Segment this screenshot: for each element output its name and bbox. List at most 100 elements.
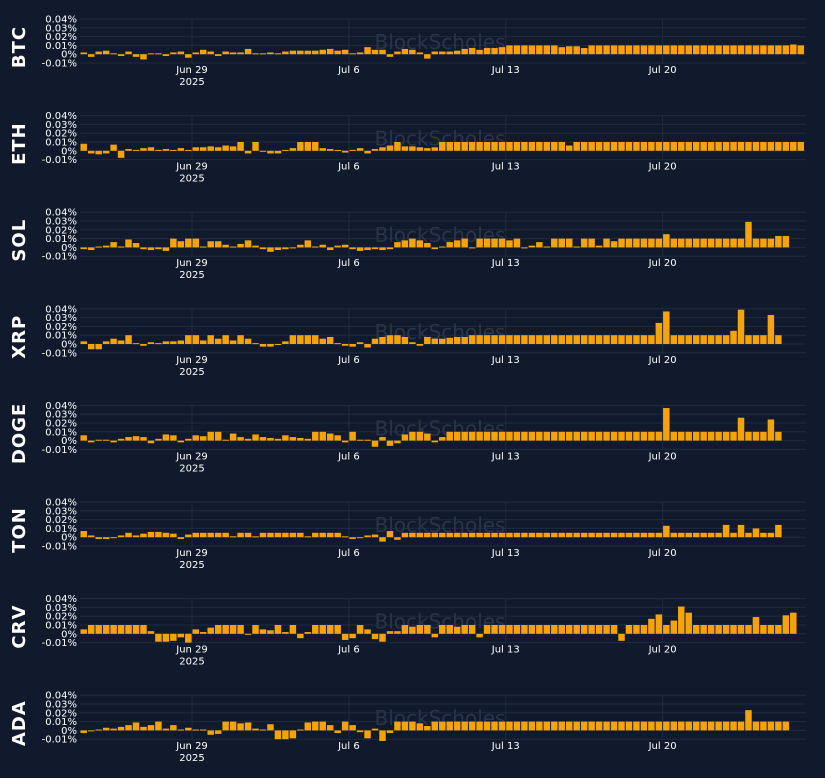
xrp-bar	[498, 335, 506, 344]
doge-x-tick-label: Jul 20	[648, 451, 677, 462]
xrp-bar	[536, 335, 543, 344]
sol-bar	[760, 238, 767, 248]
btc-bar	[678, 45, 685, 55]
ton-bar	[185, 534, 192, 538]
sol-bar	[573, 246, 580, 248]
btc-bar	[491, 48, 498, 55]
ada-panel-label: ADA	[9, 700, 30, 746]
ada-bar	[745, 710, 752, 731]
btc-bar	[685, 45, 692, 55]
doge-bar	[483, 431, 491, 441]
doge-bar	[364, 439, 371, 441]
eth-bar	[394, 142, 401, 151]
ada-bar	[192, 729, 200, 731]
doge-bar	[349, 431, 356, 441]
ada-bar	[431, 721, 439, 731]
sol-x-tick-label: Jun 29	[175, 258, 208, 269]
crv-bar	[409, 626, 416, 634]
ton-bar	[513, 532, 521, 538]
btc-bar	[648, 45, 655, 55]
eth-bar	[543, 142, 551, 151]
eth-y-tick-label: 0.03%	[45, 120, 77, 131]
ton-bar	[625, 532, 633, 538]
ton-bar	[670, 532, 678, 538]
sol-bar	[312, 246, 319, 248]
eth-bar	[565, 145, 573, 151]
ada-bar	[498, 721, 506, 731]
crv-panel-label: CRV	[9, 605, 30, 649]
sol-bar	[297, 244, 304, 248]
crv-bar	[244, 633, 252, 635]
sol-bar	[207, 241, 214, 248]
crv-bar	[125, 625, 132, 634]
xrp-bar	[468, 335, 476, 344]
xrp-bar	[506, 335, 513, 344]
ton-bar	[386, 531, 394, 538]
ada-bar	[170, 725, 177, 731]
sol-bar	[528, 245, 536, 248]
btc-bar	[715, 45, 722, 55]
btc-bar	[782, 45, 790, 55]
xrp-bar	[401, 336, 409, 344]
crv-bar	[707, 625, 715, 634]
xrp-bar	[446, 337, 453, 344]
btc-bar	[237, 52, 244, 55]
crv-bar	[580, 625, 588, 634]
doge-bar	[476, 431, 483, 441]
xrp-x-tick-label: Jul 20	[648, 355, 677, 366]
btc-bar	[573, 46, 580, 55]
sol-bar	[737, 238, 745, 248]
xrp-bar	[297, 335, 304, 344]
doge-bar	[80, 435, 87, 441]
xrp-bar	[289, 335, 297, 344]
doge-bar	[394, 440, 401, 444]
ton-bar	[745, 532, 752, 538]
eth-bar	[439, 142, 446, 151]
doge-bar	[386, 440, 394, 446]
sol-bar	[401, 240, 409, 248]
btc-bar	[588, 45, 595, 55]
sol-bar	[543, 246, 551, 248]
crv-bar	[237, 625, 244, 634]
doge-y-tick-label: 0%	[61, 436, 77, 447]
doge-bar	[685, 431, 692, 441]
eth-bar	[162, 149, 170, 151]
btc-y-tick-label: 0.01%	[45, 41, 77, 52]
ton-bar	[110, 537, 117, 539]
doge-bar	[513, 431, 521, 441]
sol-bar	[319, 244, 326, 248]
ada-bar	[625, 721, 633, 731]
ton-bar	[356, 537, 364, 539]
sol-bar	[229, 246, 237, 248]
btc-bar	[95, 51, 102, 55]
eth-bar	[267, 150, 274, 154]
ton-bar	[117, 535, 125, 538]
doge-bar	[670, 431, 678, 441]
xrp-bar	[259, 344, 267, 347]
ada-bar	[394, 721, 401, 731]
doge-y-tick-label: 0.03%	[45, 410, 77, 421]
ada-bar	[424, 726, 431, 731]
ada-bar	[618, 721, 625, 731]
doge-bar	[595, 431, 603, 441]
crv-bar	[790, 612, 797, 634]
ton-bar	[416, 532, 424, 538]
ton-bar	[461, 532, 468, 538]
xrp-y-tick-label: 0.01%	[45, 331, 77, 342]
btc-bar	[513, 45, 521, 55]
doge-bar	[543, 431, 551, 441]
ada-bar	[125, 725, 132, 731]
btc-bar	[222, 51, 229, 55]
xrp-bar	[95, 344, 102, 350]
eth-bar	[558, 142, 565, 151]
doge-bar	[185, 438, 192, 441]
crv-bar	[767, 625, 775, 634]
ada-bar	[200, 729, 207, 731]
doge-bar	[371, 440, 379, 447]
crv-bar	[468, 625, 476, 634]
eth-y-tick-label: 0.04%	[45, 111, 77, 122]
xrp-bar	[453, 336, 461, 344]
btc-bar	[506, 45, 513, 55]
eth-bar	[595, 142, 603, 151]
xrp-y-tick-label: 0.03%	[45, 313, 77, 324]
